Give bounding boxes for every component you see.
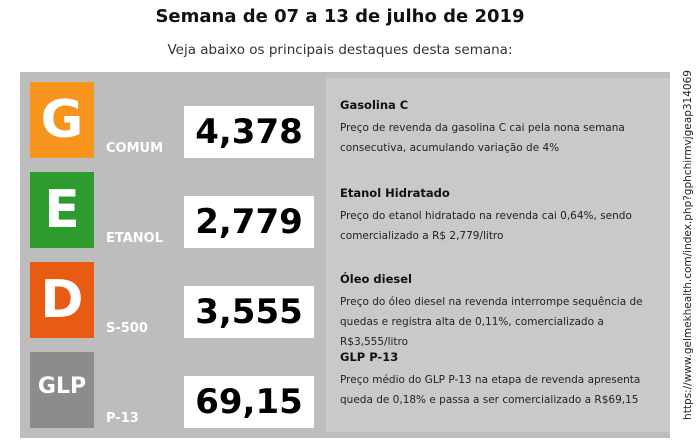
- fuel-label: COMUM: [106, 141, 164, 156]
- source-url-watermark: https://www.gelmekhealth.com/index.php?g…: [682, 70, 694, 420]
- price-row-diesel: D S-500 3,555: [26, 258, 322, 342]
- price-value: 4,378: [184, 106, 314, 158]
- price-value: 69,15: [184, 376, 314, 428]
- highlight-text: Preço do óleo diesel na revenda interrom…: [340, 296, 643, 348]
- badge-glp: GLP: [30, 352, 94, 428]
- highlight-title: Gasolina C: [340, 98, 409, 112]
- highlight-title: Óleo diesel: [340, 272, 412, 286]
- badge-g: G: [30, 82, 94, 158]
- highlight-glp: GLP P-13 Preço médio do GLP P-13 na etap…: [340, 350, 660, 410]
- badge-d: D: [30, 262, 94, 338]
- highlight-text: Preço médio do GLP P-13 na etapa de reve…: [340, 374, 641, 406]
- page-title: Semana de 07 a 13 de julho de 2019: [155, 6, 525, 27]
- highlight-etanol: Etanol Hidratado Preço do etanol hidrata…: [340, 186, 660, 246]
- price-column: G COMUM 4,378 E ETANOL 2,779 D S-500 3,5…: [26, 78, 328, 432]
- highlight-text: Preço do etanol hidratado na revenda cai…: [340, 210, 632, 242]
- fuel-label: ETANOL: [106, 231, 164, 246]
- price-row-gasolina: G COMUM 4,378: [26, 78, 322, 162]
- highlight-title: Etanol Hidratado: [340, 186, 450, 200]
- price-row-glp: GLP P-13 69,15: [26, 348, 322, 432]
- highlight-diesel: Óleo diesel Preço do óleo diesel na reve…: [340, 272, 660, 352]
- fuel-label: P-13: [106, 411, 139, 426]
- highlights-column: Gasolina C Preço de revenda da gasolina …: [326, 78, 670, 432]
- highlight-gasolina: Gasolina C Preço de revenda da gasolina …: [340, 98, 660, 158]
- price-row-etanol: E ETANOL 2,779: [26, 168, 322, 252]
- badge-e: E: [30, 172, 94, 248]
- highlight-text: Preço de revenda da gasolina C cai pela …: [340, 122, 625, 154]
- page-subtitle: Veja abaixo os principais destaques dest…: [167, 42, 513, 58]
- price-value: 2,779: [184, 196, 314, 248]
- fuel-panel: G COMUM 4,378 E ETANOL 2,779 D S-500 3,5…: [20, 72, 670, 438]
- fuel-label: S-500: [106, 321, 148, 336]
- highlight-title: GLP P-13: [340, 350, 399, 364]
- price-value: 3,555: [184, 286, 314, 338]
